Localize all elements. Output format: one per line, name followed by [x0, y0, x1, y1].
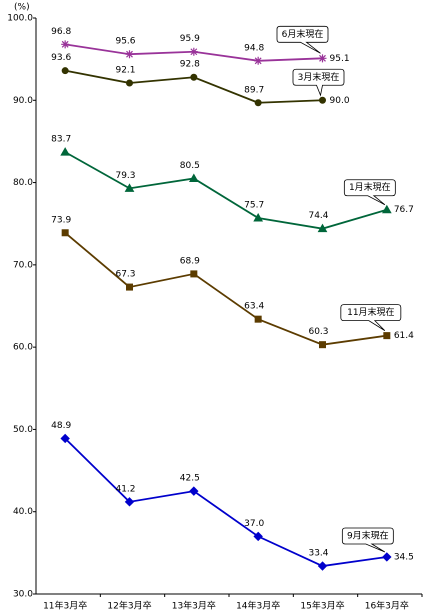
data-label: 79.3: [115, 171, 135, 181]
data-label: 63.4: [244, 302, 264, 312]
data-label: 96.8: [51, 27, 71, 37]
series-line: [64, 232, 387, 346]
marker: [60, 433, 70, 444]
y-tick-label: 60.0: [13, 343, 33, 353]
marker: [318, 54, 327, 63]
marker: [60, 147, 71, 156]
data-label: 48.9: [51, 421, 71, 431]
marker: [124, 497, 135, 507]
marker: [253, 212, 264, 222]
data-label: 61.4: [394, 331, 414, 341]
data-label: 42.5: [180, 474, 200, 484]
legend-label: 1月末現在: [349, 181, 391, 193]
x-tick-label: 13年3月卒: [172, 600, 216, 612]
callout: [292, 68, 345, 97]
data-label: 95.9: [180, 34, 200, 44]
data-label: 37.0: [244, 519, 264, 529]
data-label: 75.7: [244, 200, 264, 210]
marker: [319, 341, 326, 349]
series-line: [64, 151, 388, 230]
y-tick-label: 50.0: [13, 425, 33, 435]
marker: [382, 552, 392, 562]
marker: [253, 531, 263, 542]
data-label: 90.0: [330, 96, 350, 106]
marker: [126, 283, 133, 291]
marker: [383, 332, 391, 340]
callout: [340, 304, 402, 331]
legend-label: 11月末現在: [347, 306, 394, 318]
x-tick-label: 15年3月卒: [300, 600, 344, 612]
x-tick-label: 16年3月卒: [365, 600, 409, 612]
x-tick-label: 14年3月卒: [236, 600, 280, 612]
marker: [254, 99, 262, 107]
y-tick-label: 30.0: [13, 590, 33, 600]
callout: [343, 179, 396, 206]
marker: [381, 204, 392, 214]
marker: [61, 229, 69, 237]
marker: [190, 270, 198, 278]
data-label: 80.5: [180, 161, 200, 171]
y-tick-label: 90.0: [13, 96, 33, 106]
data-label: 95.1: [330, 54, 350, 64]
callout: [276, 25, 329, 54]
marker: [254, 56, 263, 65]
data-label: 89.7: [244, 85, 264, 95]
marker: [189, 486, 199, 496]
y-tick-label: 80.0: [13, 178, 33, 188]
marker: [254, 315, 262, 323]
marker: [319, 96, 326, 104]
data-label: 95.6: [115, 37, 135, 47]
marker: [317, 223, 328, 233]
x-tick-label: 12年3月卒: [107, 600, 151, 612]
marker: [188, 173, 199, 182]
series-line: [64, 437, 387, 567]
data-label: 41.2: [115, 484, 135, 494]
data-label: 34.5: [394, 552, 414, 562]
data-label: 92.8: [180, 60, 200, 70]
y-tick-label: 70.0: [13, 260, 33, 270]
data-label: 74.4: [308, 211, 328, 221]
legend-label: 6月末現在: [282, 28, 324, 40]
marker: [124, 183, 135, 192]
y-axis-label: (%): [14, 3, 30, 13]
data-label: 73.9: [51, 215, 71, 225]
legend-label: 9月末現在: [347, 529, 389, 541]
marker: [125, 50, 134, 59]
y-tick-label: 100.0: [7, 14, 33, 24]
data-label: 68.9: [180, 256, 200, 266]
marker: [190, 73, 198, 81]
data-label: 33.4: [308, 549, 328, 559]
marker: [317, 561, 328, 571]
data-label: 60.3: [308, 327, 328, 337]
data-label: 92.1: [115, 66, 135, 76]
data-label: 83.7: [51, 135, 71, 145]
data-label: 94.8: [244, 43, 264, 53]
y-tick-label: 40.0: [13, 507, 33, 517]
marker: [189, 47, 198, 56]
marker: [61, 67, 69, 75]
legend-label: 3月末現在: [298, 71, 340, 83]
callout: [341, 527, 394, 553]
data-label: 93.6: [51, 53, 71, 63]
data-label: 67.3: [115, 270, 135, 280]
marker: [61, 40, 70, 49]
data-label: 76.7: [394, 205, 414, 215]
x-tick-label: 11年3月卒: [43, 600, 87, 612]
marker: [126, 79, 133, 87]
